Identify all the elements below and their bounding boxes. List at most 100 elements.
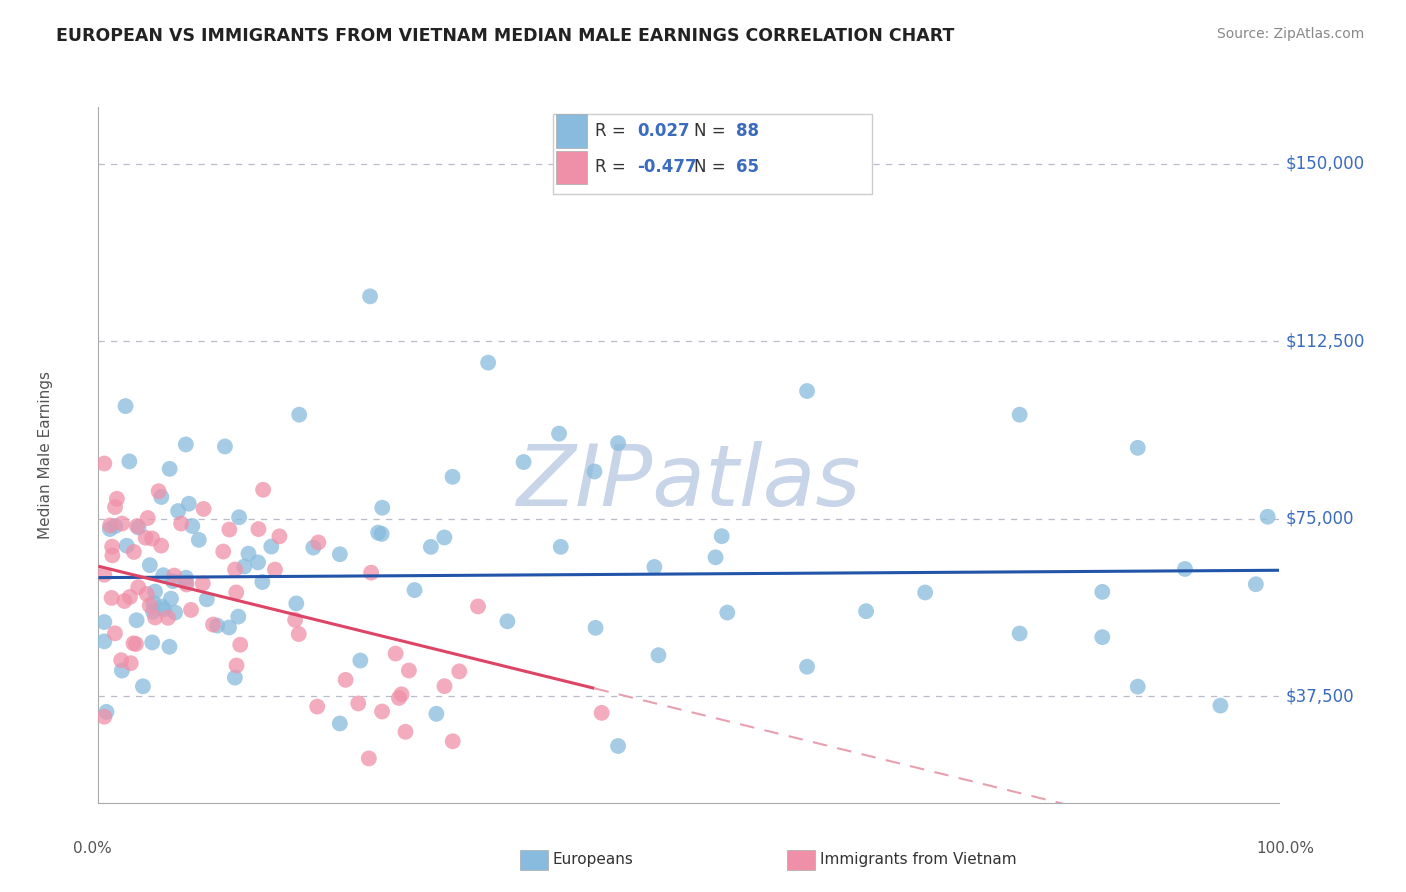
Point xyxy=(370,527,392,541)
Point xyxy=(135,531,157,545)
Text: Median Male Earnings: Median Male Earnings xyxy=(38,371,53,539)
Point xyxy=(160,591,183,606)
Point xyxy=(307,699,329,714)
Point xyxy=(371,705,394,719)
Point xyxy=(174,571,197,585)
Point xyxy=(329,547,352,561)
Point xyxy=(1257,509,1279,524)
Point xyxy=(111,664,134,678)
Point xyxy=(153,602,176,616)
Point xyxy=(93,634,115,648)
Point xyxy=(550,540,572,554)
Point xyxy=(643,560,665,574)
Point xyxy=(98,518,121,533)
Point xyxy=(136,511,159,525)
Text: EUROPEAN VS IMMIGRANTS FROM VIETNAM MEDIAN MALE EARNINGS CORRELATION CHART: EUROPEAN VS IMMIGRANTS FROM VIETNAM MEDI… xyxy=(56,27,955,45)
Point xyxy=(1091,585,1114,599)
Point xyxy=(218,523,240,537)
Point xyxy=(163,568,186,582)
Point xyxy=(287,627,309,641)
Text: 0.0%: 0.0% xyxy=(73,841,112,856)
Point xyxy=(1244,577,1267,591)
Point xyxy=(269,529,291,543)
Point xyxy=(132,679,155,693)
Text: $112,500: $112,500 xyxy=(1285,333,1365,351)
Point xyxy=(433,531,456,545)
Point xyxy=(224,562,246,576)
Point xyxy=(150,539,173,553)
Point xyxy=(98,522,121,536)
Point xyxy=(104,626,127,640)
Text: $75,000: $75,000 xyxy=(1285,510,1354,528)
Point xyxy=(225,585,247,599)
Text: N =: N = xyxy=(693,121,731,140)
Point xyxy=(247,522,270,536)
Point xyxy=(150,599,173,614)
Point xyxy=(288,408,311,422)
Point xyxy=(111,516,134,531)
Point xyxy=(710,529,733,543)
Point xyxy=(207,618,229,632)
Point xyxy=(329,716,352,731)
Point xyxy=(252,483,274,497)
Point xyxy=(114,399,136,413)
Point xyxy=(238,547,260,561)
Text: $150,000: $150,000 xyxy=(1285,155,1364,173)
Point xyxy=(156,611,179,625)
Point xyxy=(112,594,135,608)
Point xyxy=(704,550,727,565)
Point xyxy=(100,591,122,605)
Point xyxy=(218,620,240,634)
Point xyxy=(307,535,329,549)
Point xyxy=(93,567,115,582)
Point xyxy=(125,613,148,627)
Point xyxy=(349,654,371,668)
Point xyxy=(347,697,370,711)
Point xyxy=(260,540,283,554)
Point xyxy=(177,497,200,511)
Point xyxy=(796,384,818,398)
Point xyxy=(181,519,204,533)
Text: Immigrants from Vietnam: Immigrants from Vietnam xyxy=(820,853,1017,867)
Point xyxy=(214,440,236,454)
Point xyxy=(264,563,287,577)
Point xyxy=(125,637,148,651)
Point xyxy=(110,653,132,667)
Point xyxy=(1008,626,1031,640)
Point xyxy=(118,454,141,468)
Point xyxy=(93,457,115,471)
Point xyxy=(226,609,249,624)
Text: 88: 88 xyxy=(735,121,759,140)
Point xyxy=(120,656,142,670)
Point xyxy=(1008,408,1031,422)
Point xyxy=(148,484,170,499)
Point xyxy=(118,590,141,604)
Point xyxy=(143,584,166,599)
Point xyxy=(195,592,218,607)
Point xyxy=(122,545,145,559)
Point xyxy=(1126,441,1149,455)
Text: 0.027: 0.027 xyxy=(637,121,690,140)
Point xyxy=(607,739,630,753)
Point xyxy=(796,659,818,673)
Point xyxy=(128,520,150,534)
Point xyxy=(180,603,202,617)
Point xyxy=(302,541,325,555)
Point xyxy=(367,525,389,540)
Point xyxy=(233,559,256,574)
Point xyxy=(122,636,145,650)
Point xyxy=(1209,698,1232,713)
Point xyxy=(359,289,381,303)
Point xyxy=(228,510,250,524)
Point xyxy=(1174,562,1197,576)
Point xyxy=(247,556,270,570)
Point xyxy=(159,462,181,476)
Point xyxy=(104,519,127,533)
Point xyxy=(425,706,447,721)
Point xyxy=(467,599,489,614)
Point xyxy=(101,540,124,554)
Text: $37,500: $37,500 xyxy=(1285,688,1354,706)
Point xyxy=(384,647,406,661)
Point xyxy=(335,673,357,687)
Point xyxy=(125,519,148,533)
